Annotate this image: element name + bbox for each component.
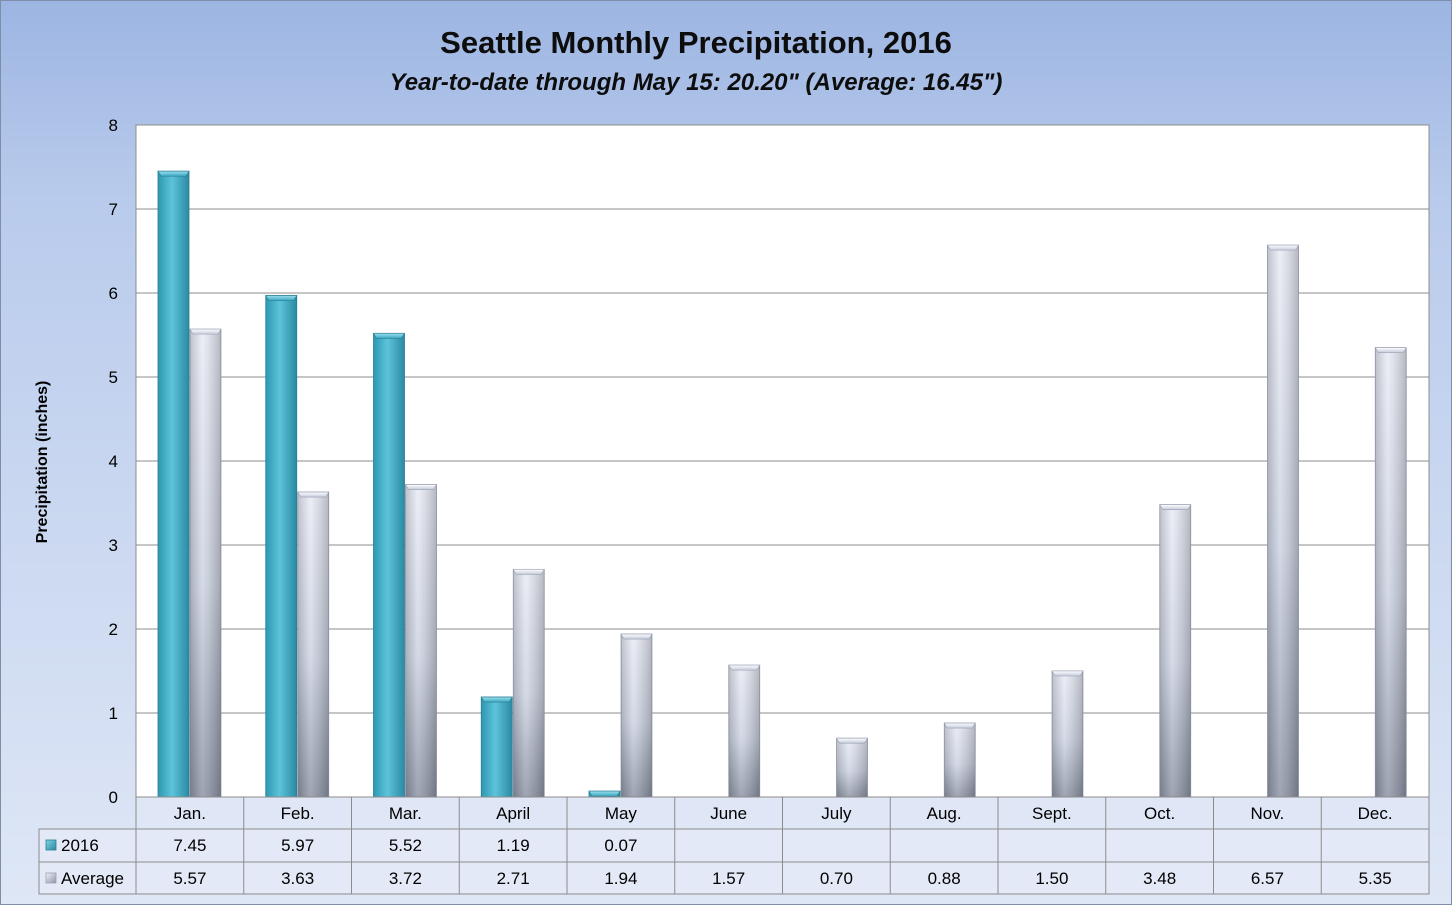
data-label-average: 0.88 bbox=[928, 869, 961, 888]
bar-cap bbox=[480, 696, 513, 703]
bar-cap bbox=[297, 491, 330, 498]
legend-label-average: Average bbox=[61, 869, 124, 888]
bar-shade bbox=[297, 492, 329, 797]
y-tick-label: 4 bbox=[109, 452, 118, 471]
bar-shade bbox=[1159, 504, 1191, 797]
data-label-average: 3.72 bbox=[389, 869, 422, 888]
bar-shade bbox=[728, 665, 760, 797]
legend-label-2016: 2016 bbox=[61, 836, 99, 855]
x-tick-label: June bbox=[710, 804, 747, 823]
bar-cap bbox=[265, 295, 298, 301]
bar-shade bbox=[513, 569, 545, 797]
x-tick-label: Feb. bbox=[281, 804, 315, 823]
bar-cap bbox=[157, 170, 190, 177]
data-label-2016: 5.52 bbox=[389, 836, 422, 855]
data-label-average: 3.48 bbox=[1143, 869, 1176, 888]
bar-2016-3 bbox=[480, 696, 513, 798]
y-tick-label: 0 bbox=[109, 788, 118, 807]
bar-cap bbox=[1159, 504, 1192, 510]
bar-cap bbox=[943, 722, 976, 729]
data-label-2016: 5.97 bbox=[281, 836, 314, 855]
x-tick-label: Dec. bbox=[1358, 804, 1393, 823]
bar-shade bbox=[190, 329, 221, 797]
x-tick-label: Jan. bbox=[174, 804, 206, 823]
bar-cap bbox=[404, 484, 438, 490]
bar-shade bbox=[944, 723, 976, 797]
y-tick-label: 2 bbox=[109, 620, 118, 639]
y-tick-label: 7 bbox=[109, 200, 118, 219]
x-tick-label: Mar. bbox=[389, 804, 422, 823]
bar-cap bbox=[1051, 670, 1084, 677]
data-label-average: 5.35 bbox=[1359, 869, 1392, 888]
legend-key-average bbox=[45, 872, 57, 884]
bar-cap bbox=[189, 328, 222, 335]
y-tick-label: 6 bbox=[109, 284, 118, 303]
bar-cap bbox=[620, 633, 653, 640]
y-tick-label: 5 bbox=[109, 368, 118, 387]
y-tick-label: 8 bbox=[109, 116, 118, 135]
data-label-average: 1.57 bbox=[712, 869, 745, 888]
bar-shade bbox=[405, 484, 437, 797]
x-tick-label: May bbox=[605, 804, 638, 823]
x-tick-label: Aug. bbox=[927, 804, 962, 823]
data-label-2016: 7.45 bbox=[173, 836, 206, 855]
bar-2016-1 bbox=[265, 295, 298, 798]
bar-shade bbox=[836, 738, 868, 797]
bar-cap bbox=[372, 333, 406, 339]
chart-subtitle: Year-to-date through May 15: 20.20" (Ave… bbox=[389, 69, 1003, 96]
data-label-average: 3.63 bbox=[281, 869, 314, 888]
data-label-2016: 0.07 bbox=[604, 836, 637, 855]
bar-shade bbox=[1052, 671, 1083, 797]
bar-cap bbox=[1374, 347, 1407, 353]
bar-shade bbox=[621, 634, 652, 797]
data-label-average: 2.71 bbox=[497, 869, 530, 888]
bar-2016-0 bbox=[157, 170, 190, 798]
y-tick-label: 1 bbox=[109, 704, 118, 723]
x-tick-label: Sept. bbox=[1032, 804, 1072, 823]
chart-title: Seattle Monthly Precipitation, 2016 bbox=[440, 25, 952, 60]
bar-cap bbox=[1266, 244, 1300, 251]
bar-cap bbox=[588, 790, 621, 797]
bar-cap bbox=[512, 569, 545, 575]
data-label-2016: 1.19 bbox=[497, 836, 530, 855]
data-label-average: 5.57 bbox=[173, 869, 206, 888]
bar-cap bbox=[835, 737, 869, 744]
x-tick-label: Nov. bbox=[1251, 804, 1285, 823]
y-tick-label: 3 bbox=[109, 536, 118, 555]
x-tick-label: July bbox=[821, 804, 852, 823]
data-label-average: 1.50 bbox=[1035, 869, 1068, 888]
bar-cap bbox=[728, 664, 761, 671]
x-tick-label: April bbox=[496, 804, 530, 823]
x-tick-label: Oct. bbox=[1144, 804, 1175, 823]
bar-2016-2 bbox=[373, 332, 405, 798]
data-label-average: 0.70 bbox=[820, 869, 853, 888]
data-label-average: 6.57 bbox=[1251, 869, 1284, 888]
legend-key-2016 bbox=[45, 839, 57, 851]
bar-shade bbox=[1267, 245, 1299, 797]
bar-shade bbox=[1375, 347, 1407, 797]
data-label-average: 1.94 bbox=[604, 869, 637, 888]
